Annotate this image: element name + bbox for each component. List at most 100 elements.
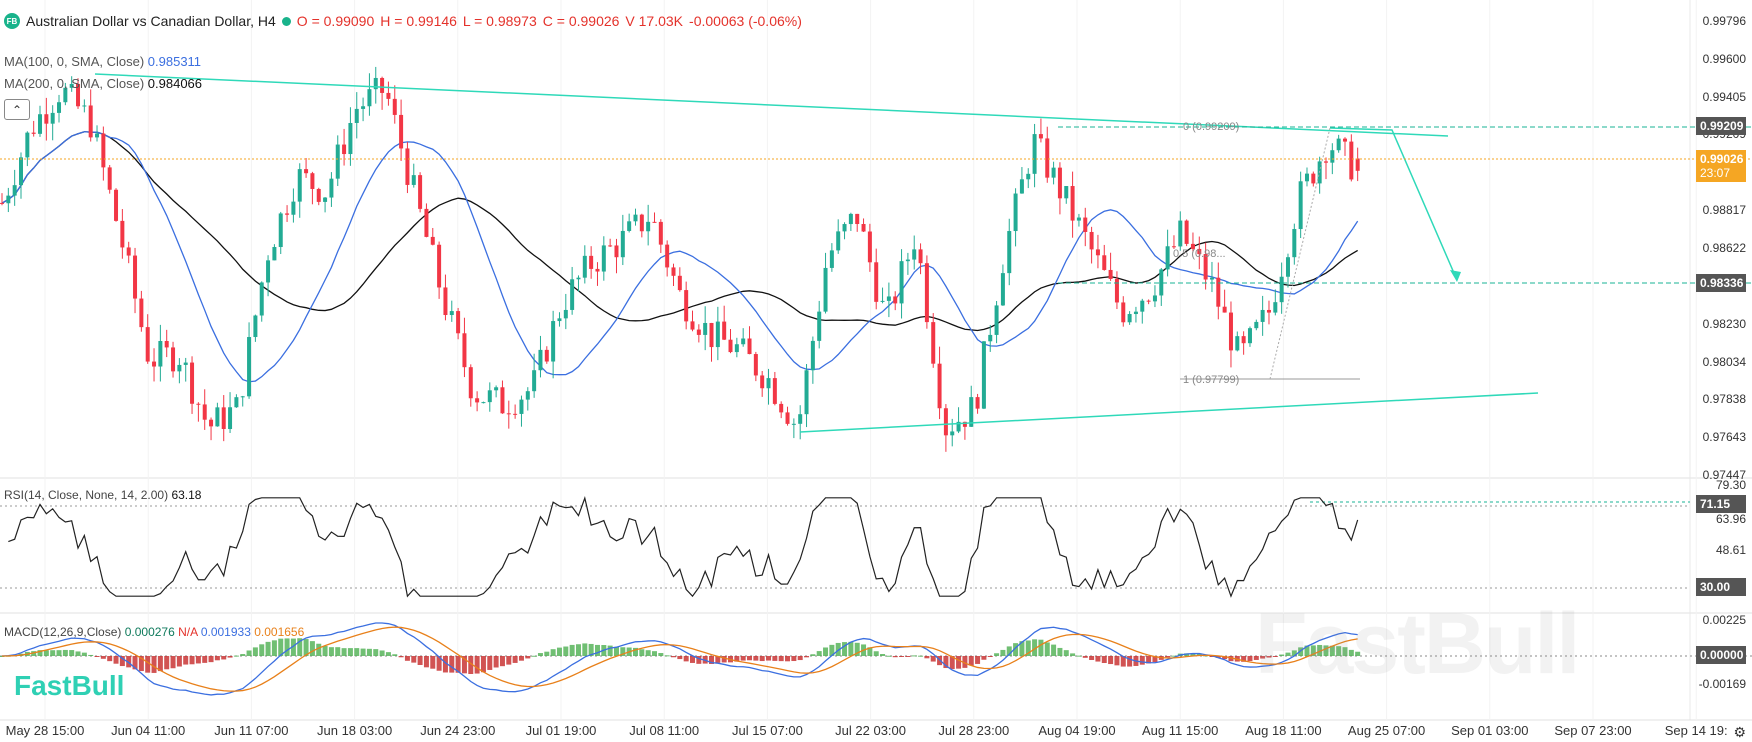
candle-body: [456, 311, 461, 334]
macd-histogram-bar: [1329, 645, 1335, 656]
macd-histogram-bar: [1348, 649, 1354, 656]
ma200-legend[interactable]: MA(200, 0, SMA, Close) 0.984066: [4, 76, 202, 91]
macd-histogram-bar: [968, 656, 974, 666]
candle-body: [475, 398, 480, 403]
macd-histogram-bar: [436, 656, 442, 671]
macd-histogram-bar: [322, 645, 328, 656]
macd-histogram-bar: [1063, 650, 1069, 656]
candle-body: [608, 245, 613, 247]
candle-body: [1076, 217, 1081, 221]
candle-body: [1051, 167, 1056, 178]
macd-histogram-bar: [715, 656, 721, 663]
candle-body: [272, 247, 277, 261]
collapse-legend-button[interactable]: ⌃: [4, 99, 30, 120]
rsi-axis-label: 63.96: [1715, 512, 1746, 526]
candle-body: [1038, 134, 1043, 139]
macd-histogram-bar: [1101, 656, 1107, 663]
time-axis-label: Jun 04 11:00: [111, 723, 186, 738]
chart-header: FB Australian Dollar vs Canadian Dollar,…: [4, 13, 802, 29]
macd-histogram-bar: [461, 656, 467, 674]
time-axis-label: Aug 04 19:00: [1038, 723, 1116, 738]
macd-label: MACD(12,26,9,Close): [4, 625, 122, 639]
price-axis-label: 0.99405: [1702, 89, 1746, 104]
candle-body: [335, 144, 340, 179]
rsi-label: RSI(14, Close, None, 14, 2.00): [4, 488, 169, 502]
macd-histogram-bar: [1266, 656, 1272, 658]
candle-body: [798, 414, 803, 424]
candle-body: [836, 231, 841, 251]
macd-line: [1, 622, 1358, 696]
candle-body: [981, 341, 986, 409]
candle-body: [418, 175, 423, 209]
gear-icon[interactable]: ⚙: [1733, 724, 1746, 740]
candle-body: [145, 327, 150, 362]
candle-body: [285, 213, 290, 215]
candle-body: [1140, 300, 1145, 312]
candle-body: [1026, 173, 1031, 180]
price-axis-label: 0.99796: [1702, 14, 1746, 28]
macd-histogram-bar: [1272, 656, 1278, 657]
macd-histogram-bar: [202, 656, 208, 663]
candle-body: [1013, 193, 1018, 232]
candle-body: [177, 364, 182, 372]
candle-body: [152, 361, 157, 367]
ohlc-low: L = 0.98973: [462, 13, 537, 29]
chart-title: Australian Dollar vs Canadian Dollar, H4: [26, 13, 276, 29]
high-line-badge: 0.99209: [1696, 117, 1746, 135]
candle-body: [101, 133, 106, 168]
macd-histogram-bar: [62, 649, 68, 656]
macd-histogram-bar: [1108, 656, 1114, 665]
macd-histogram-bar: [259, 644, 265, 656]
macd-histogram-bar: [499, 656, 505, 667]
macd-histogram-bar: [278, 638, 284, 656]
time-axis-label: Sep 07 23:00: [1554, 723, 1632, 738]
macd-histogram-bar: [1165, 656, 1171, 658]
macd-histogram-bar: [556, 647, 562, 656]
macd-histogram-bar: [639, 649, 645, 656]
candle-body: [399, 114, 404, 149]
macd-histogram-bar: [113, 656, 119, 664]
macd-histogram-bar: [430, 656, 436, 669]
candle-body: [95, 133, 100, 138]
candle-body: [215, 407, 220, 427]
macd-histogram-bar: [227, 656, 233, 658]
candle-body: [709, 322, 714, 348]
macd-histogram-bar: [1336, 646, 1342, 656]
ma100-legend[interactable]: MA(100, 0, SMA, Close) 0.985311: [4, 54, 201, 69]
macd-histogram-bar: [709, 656, 715, 664]
candle-body: [424, 208, 429, 237]
candle-body: [513, 413, 518, 415]
macd-histogram-bar: [651, 651, 657, 656]
candle-body: [829, 250, 834, 268]
rsi-legend[interactable]: RSI(14, Close, None, 14, 2.00) 63.18: [4, 488, 201, 502]
candle-body: [880, 300, 885, 302]
macd-histogram-bar: [835, 642, 841, 656]
macd-histogram-bar: [632, 647, 638, 656]
candle-body: [164, 340, 169, 348]
macd-histogram-bar: [772, 656, 778, 661]
macd-histogram-bar: [804, 656, 810, 658]
macd-histogram-bar: [1285, 652, 1291, 656]
macd-histogram-bar: [316, 643, 322, 656]
macd-histogram-bar: [1279, 654, 1285, 656]
macd-histogram-bar: [1152, 656, 1158, 663]
candle-body: [1336, 138, 1341, 151]
candle-body: [893, 296, 898, 304]
candle-body: [1254, 321, 1259, 329]
macd-histogram-bar: [189, 656, 195, 665]
macd-histogram-bar: [56, 650, 62, 656]
candle-body: [747, 338, 752, 355]
macd-histogram-bar: [721, 656, 727, 663]
candle-body: [38, 114, 43, 134]
macd-histogram-bar: [126, 656, 132, 668]
candle-body: [171, 347, 176, 372]
ma200-path: [1, 131, 1359, 332]
candle-body: [1133, 311, 1138, 315]
time-axis-label: Sep 14 19:: [1664, 723, 1728, 738]
candle-body: [810, 340, 815, 371]
candle-body: [1197, 248, 1202, 255]
candle-body: [1032, 134, 1037, 174]
candle-body: [741, 338, 746, 345]
macd-legend[interactable]: MACD(12,26,9,Close) 0.000276 N/A 0.00193…: [4, 625, 304, 639]
